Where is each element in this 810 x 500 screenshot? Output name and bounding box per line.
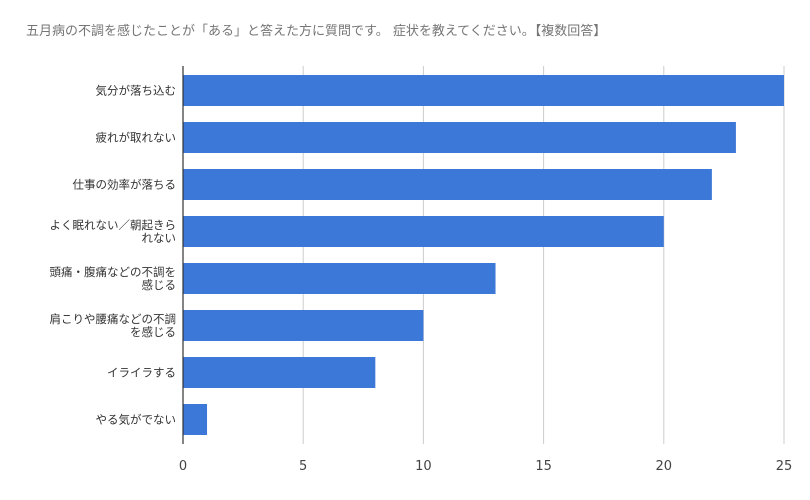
bar — [183, 404, 208, 435]
category-label: 感じる — [142, 278, 177, 292]
x-tick-label: 20 — [656, 459, 673, 474]
category-label: れない — [142, 231, 177, 245]
bar — [183, 310, 424, 341]
category-label: 疲れが取れない — [96, 131, 177, 145]
category-label: 仕事の効率が落ちる — [73, 178, 177, 192]
bar — [183, 122, 736, 153]
x-tick-label: 10 — [415, 459, 432, 474]
category-label: 肩こりや腰痛などの不調 — [50, 312, 177, 326]
bar — [183, 357, 376, 388]
bar — [183, 263, 496, 294]
bar — [183, 75, 784, 106]
chart-title: 五月病の不調を感じたことが「ある」と答えた方に質問です。 症状を教えてください。… — [26, 24, 607, 39]
category-label: を感じる — [130, 325, 176, 339]
category-label: 気分が落ち込む — [96, 84, 177, 98]
bar — [183, 216, 664, 247]
x-tick-label: 15 — [535, 459, 552, 474]
bar — [183, 169, 712, 200]
x-tick-label: 0 — [179, 459, 187, 474]
category-label: イライラする — [107, 366, 176, 380]
category-label: 頭痛・腹痛などの不調を — [50, 265, 177, 279]
category-label: やる気がでない — [96, 413, 177, 427]
x-tick-label: 5 — [299, 459, 307, 474]
category-label: よく眠れない／朝起きら — [50, 218, 177, 232]
x-tick-label: 25 — [776, 459, 793, 474]
